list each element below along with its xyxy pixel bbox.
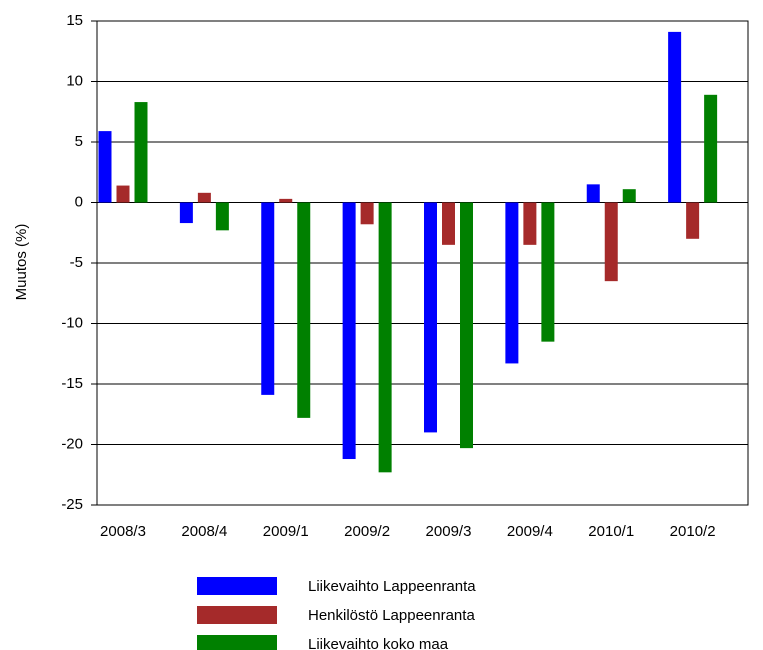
bar (197, 192, 211, 203)
bar (378, 202, 392, 473)
bar (279, 198, 293, 203)
y-tick-label: 15 (66, 12, 83, 29)
y-axis-label: Muutos (%) (13, 224, 30, 301)
x-tick-label: 2008/3 (100, 523, 146, 540)
bar (686, 202, 700, 239)
y-tick-label: 5 (75, 133, 83, 150)
legend-swatch (197, 577, 277, 595)
x-tick-label: 2010/2 (670, 523, 716, 540)
bar (297, 202, 311, 418)
bar (622, 189, 636, 203)
x-tick-label: 2009/3 (426, 523, 472, 540)
legend-label: Henkilöstö Lappeenranta (308, 607, 475, 624)
bar (541, 202, 555, 342)
x-tick-label: 2009/2 (344, 523, 390, 540)
legend-label: Liikevaihto koko maa (308, 636, 449, 650)
x-tick-label: 2009/4 (507, 523, 553, 540)
y-tick-label: 0 (75, 193, 83, 210)
legend-label: Liikevaihto Lappeenranta (308, 578, 476, 595)
y-tick-label: -25 (61, 496, 83, 513)
bar (460, 202, 473, 449)
bar (134, 102, 148, 203)
y-tick-label: 10 (66, 72, 83, 89)
bar (360, 202, 374, 225)
bar (604, 202, 618, 282)
bar (179, 202, 193, 224)
bar (261, 202, 275, 395)
bar (523, 202, 537, 245)
y-tick-label: -15 (61, 375, 83, 392)
bar (342, 202, 356, 460)
bar (704, 94, 718, 203)
bar (505, 202, 519, 364)
bar (586, 184, 600, 203)
y-tick-label: -5 (70, 254, 83, 271)
y-tick-label: -20 (61, 435, 83, 452)
bar (116, 185, 130, 203)
bar (668, 31, 682, 203)
x-tick-label: 2009/1 (263, 523, 309, 540)
legend-swatch (197, 635, 277, 650)
x-tick-label: 2010/1 (588, 523, 634, 540)
y-tick-label: -10 (61, 314, 83, 331)
bar (98, 131, 112, 203)
bar (442, 202, 455, 245)
legend-swatch (197, 606, 277, 624)
x-tick-label: 2008/4 (181, 523, 227, 540)
bar (215, 202, 229, 231)
bar (424, 202, 437, 433)
